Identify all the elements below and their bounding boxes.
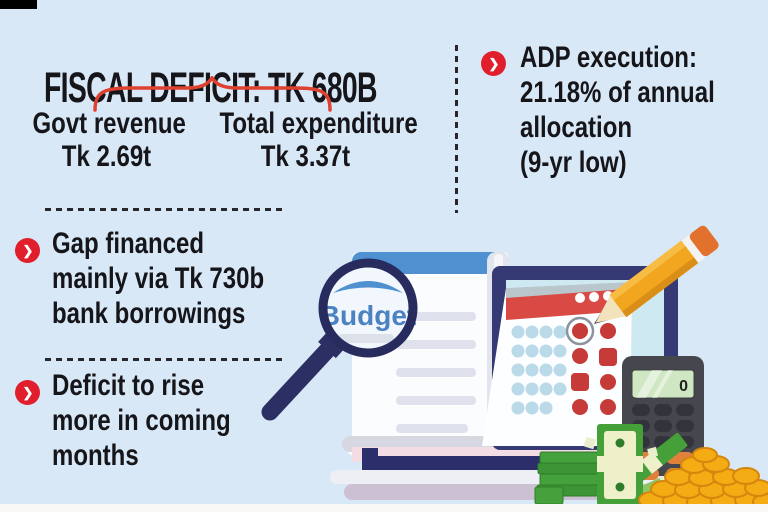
magnifier-label: Budget	[320, 300, 416, 331]
calculator-display: 0	[679, 378, 688, 395]
dashed-divider-top	[45, 208, 282, 211]
chevron-right-icon: ❯	[22, 385, 34, 400]
fact-gap: Gap financed mainly via Tk 730b bank bor…	[52, 227, 265, 330]
total-expenditure-label: Total expenditure	[219, 107, 418, 140]
govt-revenue-label: Govt revenue	[32, 107, 186, 140]
coins-icon	[638, 447, 768, 511]
chevron-right-icon: ❯	[488, 56, 500, 71]
govt-revenue-value: Tk 2.69t	[61, 140, 152, 173]
magnifier-icon: Budget	[261, 258, 418, 421]
bottom-edge-strip	[0, 504, 768, 512]
total-expenditure-value: Tk 3.37t	[260, 140, 351, 173]
pencil-icon	[594, 225, 719, 324]
corner-mark	[0, 0, 37, 9]
brace-icon	[93, 76, 332, 112]
calendar-icon	[482, 282, 632, 446]
vertical-dashed-divider	[455, 45, 458, 213]
bullet-deficit: ❯	[15, 380, 40, 405]
dashed-divider-bottom	[45, 358, 282, 361]
bullet-adp: ❯	[481, 51, 506, 76]
chevron-right-icon: ❯	[22, 243, 34, 258]
page-title: FISCAL DEFICIT: TK 680B	[44, 63, 377, 112]
fact-deficit: Deficit to rise more in coming months	[52, 369, 231, 472]
bullet-gap: ❯	[15, 238, 40, 263]
fact-adp: ADP execution: 21.18% of annual allocati…	[520, 41, 715, 179]
